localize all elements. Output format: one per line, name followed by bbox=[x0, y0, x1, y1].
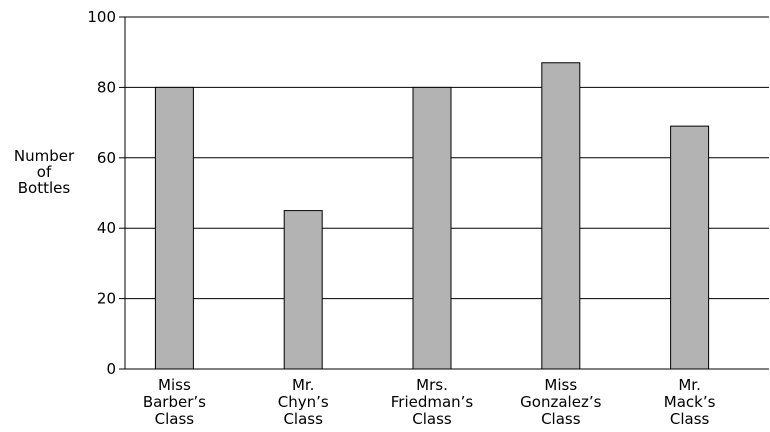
bars bbox=[154, 62, 710, 370]
y-tick-label-40: 40 bbox=[97, 219, 116, 237]
bar-2 bbox=[283, 210, 323, 370]
y-tick-label-20: 20 bbox=[97, 290, 116, 308]
y-tick-label-100: 100 bbox=[87, 8, 116, 26]
category-label-4: Miss Gonzalez’s Class bbox=[520, 376, 601, 428]
bar-1 bbox=[154, 86, 194, 370]
y-tick-labels: 0 20 40 60 80 100 bbox=[87, 8, 116, 378]
category-label-1: Miss Barber’s Class bbox=[143, 376, 206, 428]
bar-4 bbox=[541, 62, 581, 370]
x-category-labels: Miss Barber’s Class Mr. Chyn’s Class Mrs. Fried… bbox=[143, 376, 716, 428]
y-axis-label: Number of Bottles bbox=[14, 147, 75, 197]
category-label-2: Mr. Chyn’s Class bbox=[278, 376, 329, 428]
y-tick-label-60: 60 bbox=[97, 149, 116, 167]
axes bbox=[119, 16, 769, 370]
bar-5 bbox=[670, 125, 710, 370]
category-label-3: Mrs. Friedman’s Class bbox=[391, 376, 474, 428]
y-tick-label-0: 0 bbox=[106, 360, 116, 378]
category-label-5: Mr. Mack’s Class bbox=[664, 376, 716, 428]
y-tick-label-80: 80 bbox=[97, 78, 116, 96]
bar-3 bbox=[412, 86, 452, 370]
